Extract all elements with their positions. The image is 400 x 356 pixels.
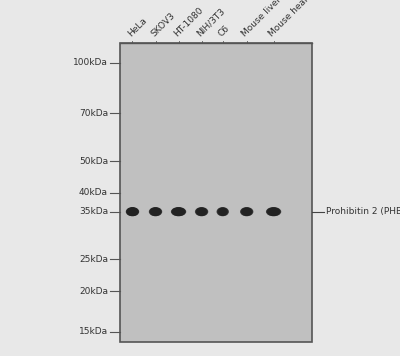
Text: 100kDa: 100kDa [73,58,108,67]
Text: 40kDa: 40kDa [79,188,108,197]
Ellipse shape [172,207,185,216]
Text: NIH/3T3: NIH/3T3 [195,7,227,38]
Ellipse shape [128,208,137,215]
Ellipse shape [126,207,139,216]
Ellipse shape [198,208,206,215]
Ellipse shape [172,208,184,216]
Ellipse shape [149,207,162,216]
Bar [120,43,312,342]
Ellipse shape [173,208,184,216]
Ellipse shape [126,207,138,216]
Ellipse shape [240,207,254,216]
Text: 20kDa: 20kDa [79,287,108,295]
Ellipse shape [171,207,186,216]
Text: 35kDa: 35kDa [79,207,108,216]
Ellipse shape [150,208,161,216]
Ellipse shape [150,207,162,216]
Ellipse shape [242,208,251,215]
Ellipse shape [196,208,207,216]
Text: SKOV3: SKOV3 [149,11,177,38]
Ellipse shape [151,208,160,216]
Ellipse shape [151,208,160,215]
Ellipse shape [150,208,161,216]
Ellipse shape [172,208,185,216]
Text: 15kDa: 15kDa [79,328,108,336]
Ellipse shape [217,207,228,216]
Text: HT-1080: HT-1080 [172,6,205,38]
Ellipse shape [196,208,207,216]
Ellipse shape [218,208,227,215]
Text: 25kDa: 25kDa [79,255,108,264]
Text: C6: C6 [216,23,231,38]
Ellipse shape [196,207,208,216]
Ellipse shape [174,208,183,215]
Ellipse shape [219,208,226,215]
Ellipse shape [195,207,208,216]
Ellipse shape [266,207,281,216]
Ellipse shape [216,207,229,216]
Ellipse shape [268,208,279,215]
Ellipse shape [197,208,206,216]
Ellipse shape [149,207,162,216]
Text: Mouse heart: Mouse heart [267,0,314,38]
Ellipse shape [128,208,137,216]
Text: Mouse liver: Mouse liver [240,0,284,38]
Ellipse shape [219,208,226,215]
Ellipse shape [218,208,228,216]
Ellipse shape [197,208,206,215]
Ellipse shape [126,207,139,216]
Ellipse shape [217,207,229,216]
Ellipse shape [269,208,278,215]
Ellipse shape [269,208,278,215]
Ellipse shape [267,208,280,216]
Ellipse shape [242,208,252,216]
Ellipse shape [127,208,138,216]
Ellipse shape [243,208,250,215]
Ellipse shape [240,207,253,216]
Ellipse shape [152,208,160,215]
Ellipse shape [241,207,253,216]
Text: Prohibitin 2 (PHB2): Prohibitin 2 (PHB2) [326,207,400,216]
Ellipse shape [266,207,281,216]
Text: 70kDa: 70kDa [79,109,108,118]
Ellipse shape [267,207,280,216]
Ellipse shape [174,208,183,215]
Ellipse shape [152,208,159,215]
Ellipse shape [129,208,136,215]
Ellipse shape [218,208,227,216]
Ellipse shape [268,208,279,216]
Ellipse shape [268,208,280,216]
Ellipse shape [128,208,136,215]
Ellipse shape [127,208,138,216]
Ellipse shape [195,207,208,216]
Text: 50kDa: 50kDa [79,157,108,166]
Ellipse shape [198,208,205,215]
Ellipse shape [241,208,252,216]
Ellipse shape [242,208,252,216]
Ellipse shape [218,208,228,216]
Text: HeLa: HeLa [126,16,149,38]
Ellipse shape [243,208,251,215]
Ellipse shape [174,208,184,215]
Ellipse shape [171,207,186,216]
